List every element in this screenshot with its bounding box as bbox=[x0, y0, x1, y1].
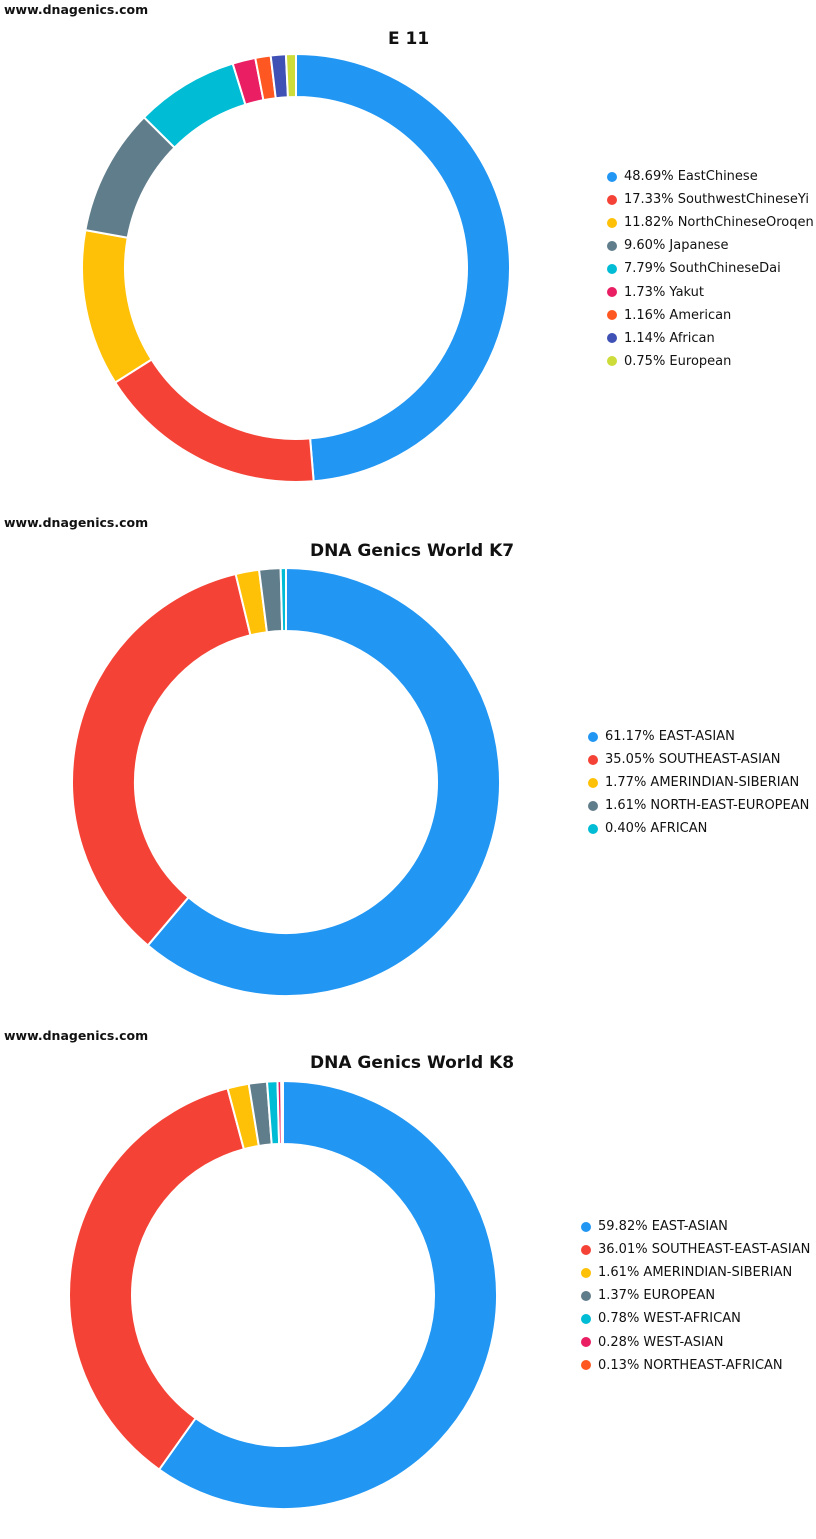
legend-dot-icon bbox=[588, 777, 598, 788]
legend-dot-icon bbox=[607, 333, 617, 344]
legend-dot-icon bbox=[588, 800, 598, 811]
chart-title: E 11 bbox=[388, 29, 430, 49]
legend-label: 1.61% NORTH-EAST-EUROPEAN bbox=[605, 798, 810, 814]
legend-label: 11.82% NorthChineseOroqen bbox=[624, 215, 814, 231]
legend-item-amerindian-siberian: 1.61% AMERINDIAN-SIBERIAN bbox=[581, 1261, 810, 1284]
legend-item-southeast-asian: 35.05% SOUTHEAST-ASIAN bbox=[588, 748, 809, 771]
slice-european bbox=[284, 52, 297, 99]
chart-legend: 48.69% EastChinese 17.33% SouthwestChines… bbox=[607, 165, 814, 373]
legend-item-east-asian: 61.17% EAST-ASIAN bbox=[588, 725, 809, 748]
chart-legend: 59.82% EAST-ASIAN 36.01% SOUTHEAST-EAST-A… bbox=[581, 1215, 810, 1377]
legend-label: 61.17% EAST-ASIAN bbox=[605, 729, 735, 745]
legend-dot-icon bbox=[607, 287, 617, 298]
legend-dot-icon bbox=[607, 356, 617, 367]
legend-item-southchinesedai: 7.79% SouthChineseDai bbox=[607, 257, 814, 280]
legend-label: 36.01% SOUTHEAST-EAST-ASIAN bbox=[598, 1242, 811, 1258]
legend-label: 0.28% WEST-ASIAN bbox=[598, 1334, 724, 1350]
legend-label: 48.69% EastChinese bbox=[624, 169, 758, 185]
legend-dot-icon bbox=[607, 263, 617, 274]
legend-label: 7.79% SouthChineseDai bbox=[624, 261, 781, 277]
legend-item-amerindian-siberian: 1.77% AMERINDIAN-SIBERIAN bbox=[588, 771, 809, 794]
legend-label: 0.78% WEST-AFRICAN bbox=[598, 1311, 741, 1327]
legend-dot-icon bbox=[588, 823, 598, 834]
donut-chart bbox=[81, 52, 511, 483]
slice-african bbox=[279, 566, 287, 633]
watermark: www.dnagenics.com bbox=[4, 2, 149, 17]
legend-item-american: 1.16% American bbox=[607, 304, 814, 327]
legend-label: 0.75% European bbox=[624, 353, 732, 369]
chart-title: DNA Genics World K7 bbox=[310, 541, 515, 561]
legend-dot-icon bbox=[581, 1267, 591, 1278]
legend-label: 0.40% AFRICAN bbox=[605, 821, 708, 837]
legend-item-eastchinese: 48.69% EastChinese bbox=[607, 165, 814, 188]
donut-chart bbox=[68, 1079, 498, 1510]
legend-dot-icon bbox=[581, 1360, 591, 1371]
slice-northchineseoroqen bbox=[81, 228, 153, 384]
legend-dot-icon bbox=[607, 171, 617, 182]
slice-southwestchineseyi bbox=[113, 358, 315, 483]
legend-dot-icon bbox=[581, 1337, 591, 1348]
donut-chart bbox=[71, 566, 501, 997]
legend-item-african: 0.40% AFRICAN bbox=[588, 817, 809, 840]
watermark: www.dnagenics.com bbox=[4, 1028, 149, 1043]
slice-east-asian bbox=[146, 566, 501, 997]
slice-east-asian bbox=[157, 1079, 498, 1510]
legend-label: 1.77% AMERINDIAN-SIBERIAN bbox=[605, 775, 800, 791]
legend-item-east-asian: 59.82% EAST-ASIAN bbox=[581, 1215, 810, 1238]
legend-label: 1.37% EUROPEAN bbox=[598, 1288, 716, 1304]
legend-label: 1.14% African bbox=[624, 330, 715, 346]
legend-item-japanese: 9.60% Japanese bbox=[607, 234, 814, 257]
legend-item-northchineseoroqen: 11.82% NorthChineseOroqen bbox=[607, 211, 814, 234]
legend-label: 59.82% EAST-ASIAN bbox=[598, 1219, 728, 1235]
slice-eastchinese bbox=[295, 52, 511, 483]
slice-southeast-east-asian bbox=[68, 1087, 246, 1471]
legend-item-african: 1.14% African bbox=[607, 327, 814, 350]
legend-label: 1.16% American bbox=[624, 307, 732, 323]
chart-panel-k8: www.dnagenics.com DNA Genics World K8 59… bbox=[0, 1026, 816, 1539]
legend-dot-icon bbox=[581, 1313, 591, 1324]
legend-dot-icon bbox=[607, 194, 617, 205]
legend-dot-icon bbox=[588, 731, 598, 742]
legend-dot-icon bbox=[581, 1221, 591, 1232]
legend-item-european: 0.75% European bbox=[607, 350, 814, 373]
legend-dot-icon bbox=[588, 754, 598, 765]
legend-item-yakut: 1.73% Yakut bbox=[607, 280, 814, 303]
chart-title: DNA Genics World K8 bbox=[310, 1053, 515, 1073]
legend-item-north-east-european: 1.61% NORTH-EAST-EUROPEAN bbox=[588, 794, 809, 817]
legend-label: 9.60% Japanese bbox=[624, 238, 729, 254]
legend-label: 35.05% SOUTHEAST-ASIAN bbox=[605, 752, 781, 768]
chart-legend: 61.17% EAST-ASIAN 35.05% SOUTHEAST-ASIAN 1… bbox=[588, 725, 809, 840]
legend-item-southwestchineseyi: 17.33% SouthwestChineseYi bbox=[607, 188, 814, 211]
watermark: www.dnagenics.com bbox=[4, 515, 149, 530]
legend-label: 1.61% AMERINDIAN-SIBERIAN bbox=[598, 1265, 793, 1281]
legend-dot-icon bbox=[581, 1244, 591, 1255]
chart-panel-e11: www.dnagenics.com E 11 48.69% EastChines… bbox=[0, 0, 816, 513]
slice-southeast-asian bbox=[71, 572, 252, 947]
legend-item-west-asian: 0.28% WEST-ASIAN bbox=[581, 1330, 810, 1353]
legend-label: 0.13% NORTHEAST-AFRICAN bbox=[598, 1357, 783, 1373]
legend-item-european: 1.37% EUROPEAN bbox=[581, 1284, 810, 1307]
legend-label: 17.33% SouthwestChineseYi bbox=[624, 192, 810, 208]
legend-item-northeast-african: 0.13% NORTHEAST-AFRICAN bbox=[581, 1354, 810, 1377]
legend-dot-icon bbox=[607, 310, 617, 321]
slice-northeast-african bbox=[280, 1079, 284, 1146]
chart-panel-k7: www.dnagenics.com DNA Genics World K7 61… bbox=[0, 513, 816, 1026]
legend-dot-icon bbox=[607, 240, 617, 251]
legend-item-southeast-east-asian: 36.01% SOUTHEAST-EAST-ASIAN bbox=[581, 1238, 810, 1261]
legend-dot-icon bbox=[607, 217, 617, 228]
legend-label: 1.73% Yakut bbox=[624, 284, 705, 300]
legend-item-west-african: 0.78% WEST-AFRICAN bbox=[581, 1307, 810, 1330]
legend-dot-icon bbox=[581, 1290, 591, 1301]
